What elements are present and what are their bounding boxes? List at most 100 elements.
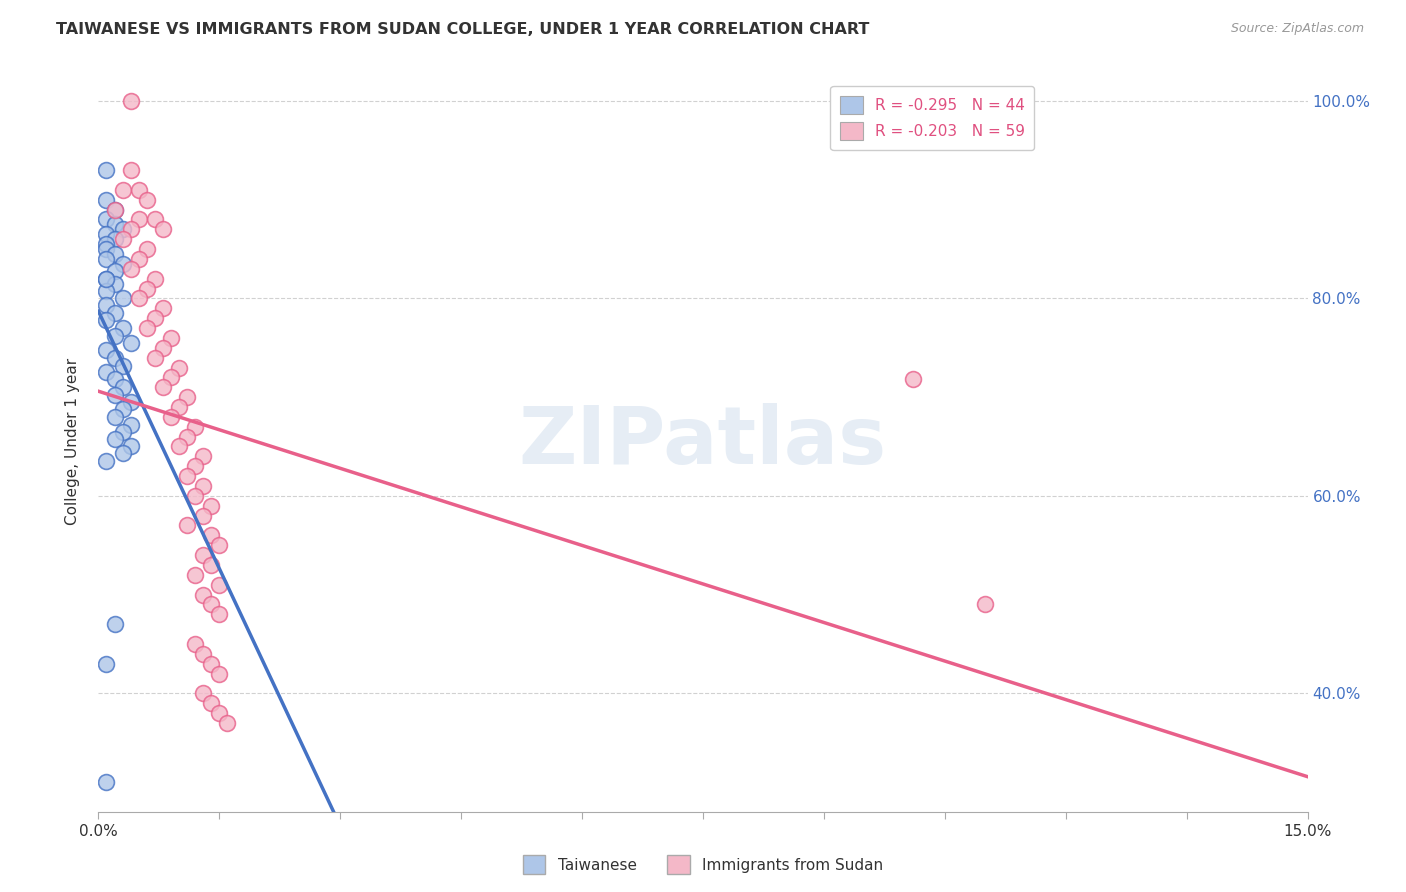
Point <box>96 366 118 380</box>
Point <box>96 271 118 285</box>
Point <box>200 499 222 513</box>
Point <box>120 163 142 178</box>
Point <box>103 202 125 217</box>
Point <box>193 450 215 464</box>
Point <box>103 388 125 402</box>
Point <box>135 281 157 295</box>
Point <box>96 242 118 256</box>
Point <box>200 528 222 542</box>
Point <box>96 252 118 266</box>
Point <box>96 454 118 468</box>
Point <box>193 686 215 700</box>
Point <box>103 372 125 386</box>
Point <box>143 212 166 227</box>
Point <box>167 440 190 454</box>
Point <box>103 277 125 291</box>
Point <box>103 432 125 446</box>
Point <box>103 202 125 217</box>
Text: ZIPatlas: ZIPatlas <box>519 402 887 481</box>
Point <box>120 395 142 409</box>
Text: TAIWANESE VS IMMIGRANTS FROM SUDAN COLLEGE, UNDER 1 YEAR CORRELATION CHART: TAIWANESE VS IMMIGRANTS FROM SUDAN COLLE… <box>56 22 870 37</box>
Point <box>120 94 142 108</box>
Point <box>143 311 166 326</box>
Point <box>96 193 118 207</box>
Point <box>103 617 125 632</box>
Point <box>96 212 118 227</box>
Point <box>200 657 222 671</box>
Point <box>217 715 239 730</box>
Point <box>135 321 157 335</box>
Legend: R = -0.295   N = 44, R = -0.203   N = 59: R = -0.295 N = 44, R = -0.203 N = 59 <box>831 87 1033 150</box>
Point <box>208 538 231 552</box>
Point <box>103 329 125 343</box>
Point <box>160 409 183 424</box>
Point <box>143 351 166 365</box>
Point <box>103 247 125 261</box>
Point <box>193 508 215 523</box>
Point <box>152 341 174 355</box>
Point <box>208 666 231 681</box>
Point <box>96 227 118 242</box>
Point <box>176 518 198 533</box>
Point <box>103 306 125 320</box>
Point <box>143 271 166 285</box>
Point <box>96 775 118 789</box>
Point <box>96 343 118 357</box>
Point <box>200 558 222 572</box>
Point <box>160 331 183 345</box>
Point <box>96 657 118 671</box>
Point <box>120 222 142 236</box>
Point <box>111 380 134 394</box>
Point <box>135 193 157 207</box>
Y-axis label: College, Under 1 year: College, Under 1 year <box>65 358 80 525</box>
Point <box>200 696 222 710</box>
Point <box>111 446 134 460</box>
Point <box>128 183 150 197</box>
Point <box>193 647 215 661</box>
Text: Source: ZipAtlas.com: Source: ZipAtlas.com <box>1230 22 1364 36</box>
Point <box>128 212 150 227</box>
Point <box>111 359 134 373</box>
Point <box>176 390 198 404</box>
Point <box>176 429 198 443</box>
Point <box>200 598 222 612</box>
Legend: Taiwanese, Immigrants from Sudan: Taiwanese, Immigrants from Sudan <box>516 849 890 880</box>
Point <box>96 163 118 178</box>
Point <box>111 232 134 246</box>
Point <box>184 637 207 651</box>
Point <box>111 321 134 335</box>
Point <box>96 284 118 298</box>
Point <box>120 261 142 276</box>
Point <box>208 706 231 720</box>
Point <box>120 335 142 350</box>
Point <box>208 607 231 622</box>
Point <box>184 419 207 434</box>
Point <box>184 459 207 474</box>
Point <box>103 264 125 278</box>
Point <box>103 232 125 246</box>
Point <box>152 222 174 236</box>
Point <box>901 372 924 386</box>
Point <box>111 401 134 416</box>
Point <box>103 351 125 365</box>
Point <box>103 218 125 232</box>
Point <box>111 222 134 236</box>
Point <box>184 567 207 582</box>
Point <box>176 469 198 483</box>
Point <box>120 417 142 432</box>
Point <box>103 409 125 424</box>
Point <box>135 242 157 256</box>
Point <box>111 292 134 306</box>
Point <box>152 380 174 394</box>
Point <box>111 257 134 271</box>
Point <box>120 440 142 454</box>
Point <box>167 360 190 375</box>
Point <box>128 252 150 266</box>
Point <box>193 479 215 493</box>
Point <box>193 548 215 562</box>
Point <box>96 313 118 327</box>
Point <box>974 598 997 612</box>
Point <box>193 588 215 602</box>
Point <box>167 400 190 414</box>
Point <box>96 298 118 312</box>
